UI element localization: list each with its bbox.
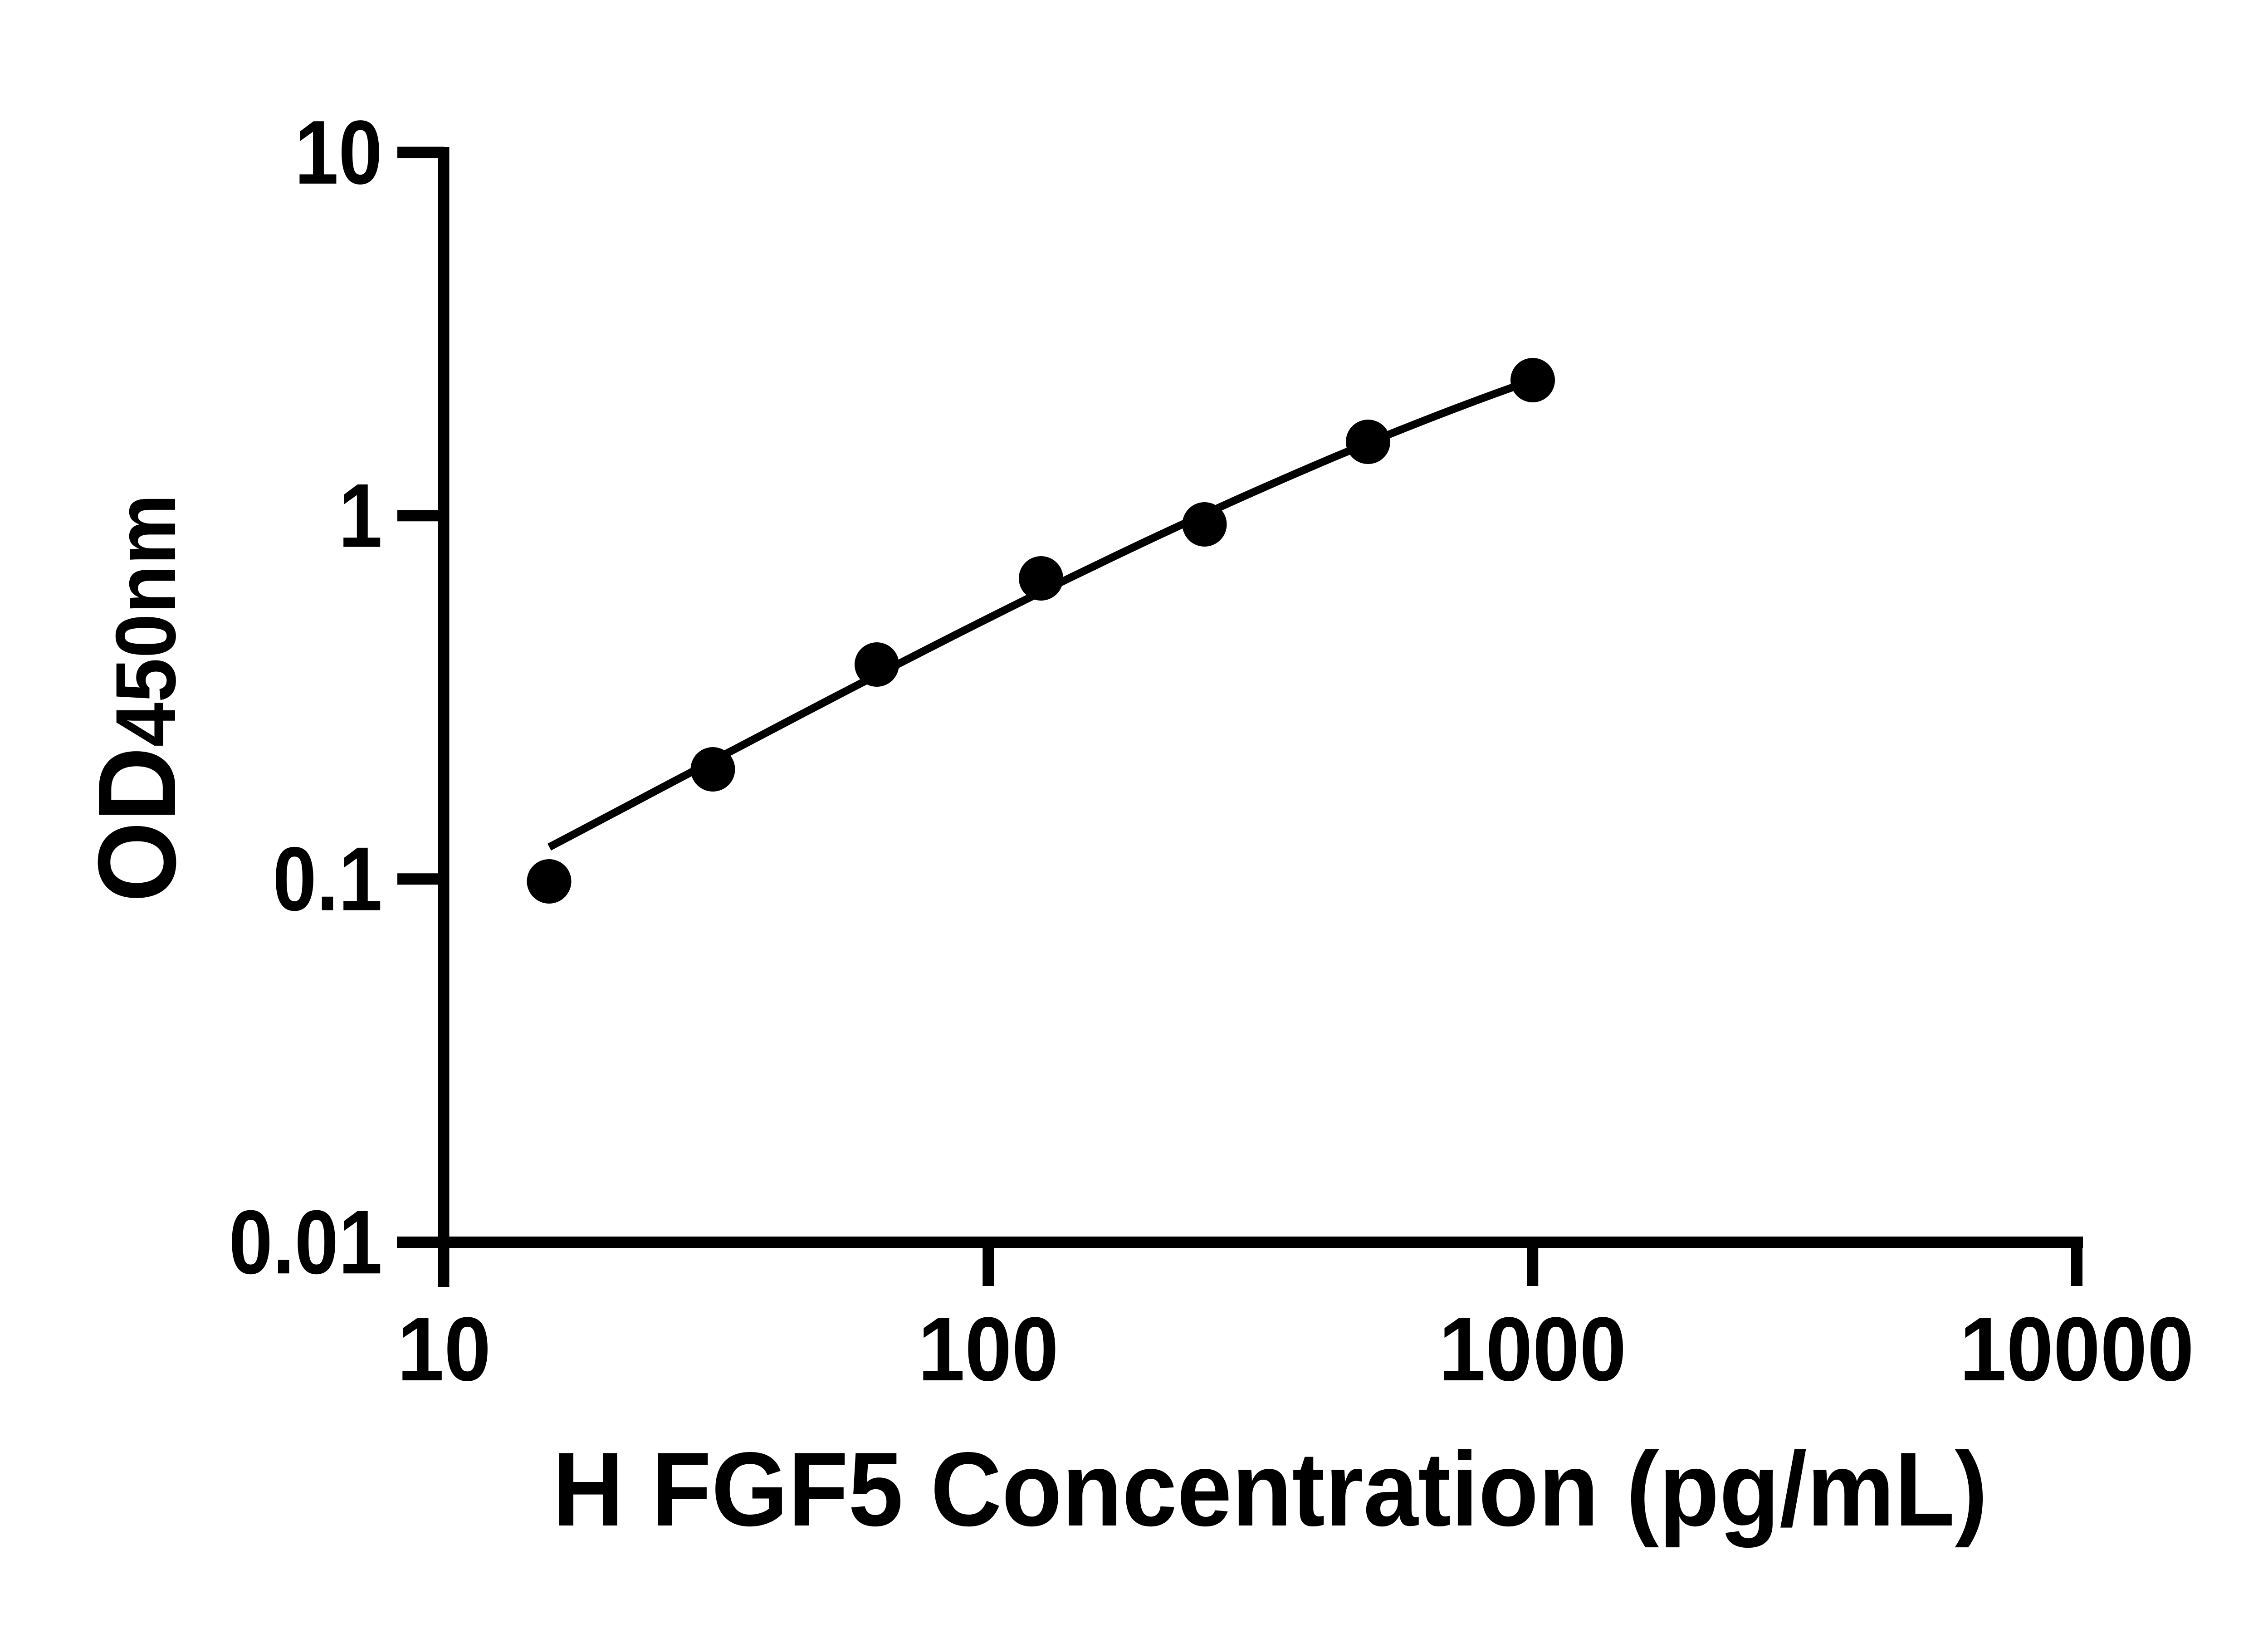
- svg-text:0.01: 0.01: [229, 1191, 382, 1293]
- svg-text:1: 1: [338, 464, 382, 566]
- svg-text:1000: 1000: [1439, 1298, 1627, 1400]
- svg-text:100: 100: [918, 1298, 1059, 1400]
- svg-text:10: 10: [397, 1298, 491, 1400]
- svg-text:10: 10: [294, 101, 382, 203]
- svg-text:H FGF5 Concentration (pg/mL): H FGF5 Concentration (pg/mL): [552, 1430, 1988, 1548]
- svg-text:0.1: 0.1: [273, 828, 382, 929]
- svg-text:10000: 10000: [1960, 1298, 2194, 1400]
